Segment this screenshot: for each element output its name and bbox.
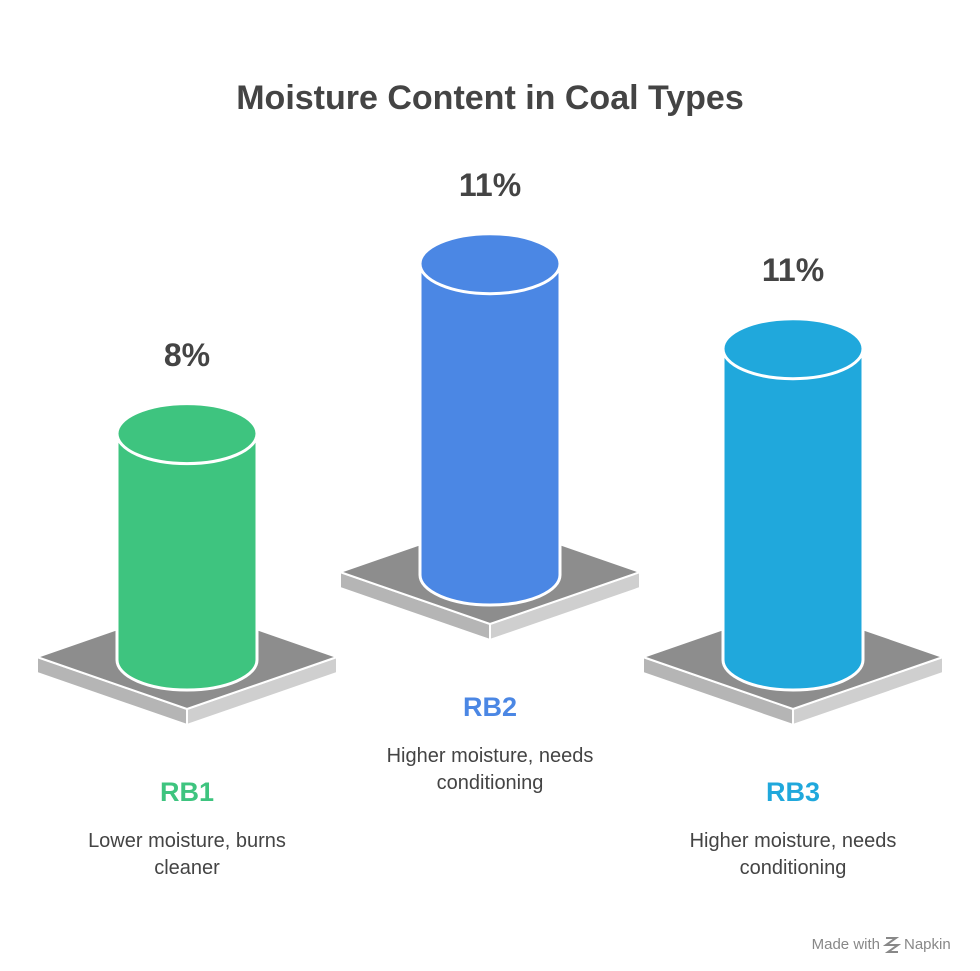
cylinder-body bbox=[418, 262, 562, 607]
cylinder bbox=[721, 317, 865, 692]
footer-brand: Napkin bbox=[904, 936, 951, 953]
cylinder-top bbox=[418, 232, 562, 296]
footer-text: Made with bbox=[812, 936, 880, 953]
cylinder bbox=[418, 232, 562, 607]
category-label: RB1 bbox=[160, 777, 214, 807]
cylinder-body bbox=[115, 432, 259, 692]
value-label: 11% bbox=[762, 252, 824, 288]
description: Higher moisture, needs conditioning bbox=[386, 745, 594, 794]
description: Lower moisture, burns cleaner bbox=[88, 830, 286, 879]
value-label: 11% bbox=[459, 167, 521, 203]
category-label: RB2 bbox=[463, 692, 517, 722]
cylinder bbox=[115, 402, 259, 692]
chart-title: Moisture Content in Coal Types bbox=[236, 79, 744, 117]
cylinder-top bbox=[721, 317, 865, 381]
description: Higher moisture, needs conditioning bbox=[689, 830, 897, 879]
category-label: RB3 bbox=[766, 777, 820, 807]
brand-logo bbox=[882, 937, 902, 953]
cylinder-top bbox=[115, 402, 259, 466]
cylinder-body bbox=[721, 347, 865, 692]
value-label: 8% bbox=[164, 337, 210, 373]
